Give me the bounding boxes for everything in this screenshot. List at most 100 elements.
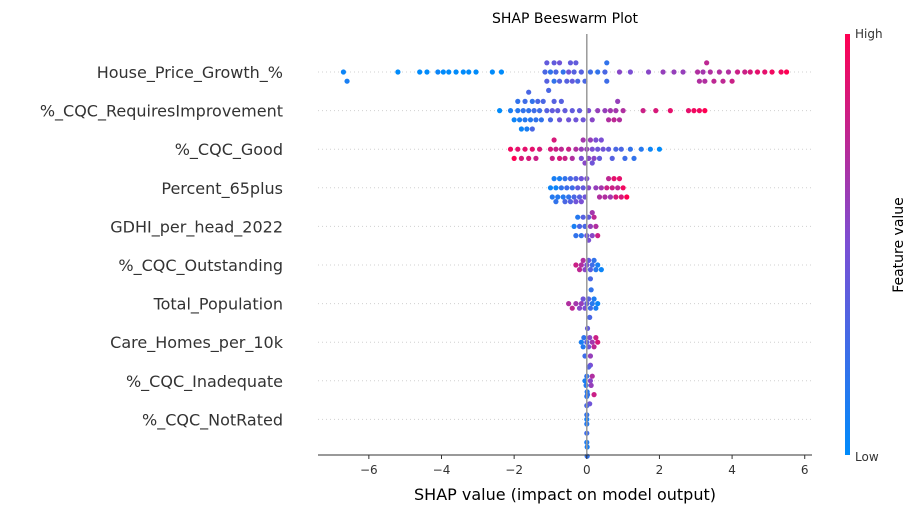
data-point (424, 69, 430, 75)
data-point (595, 69, 601, 75)
data-point (395, 69, 401, 75)
data-point (567, 60, 574, 66)
data-point (522, 98, 528, 104)
data-point (562, 176, 568, 182)
data-point (515, 146, 521, 152)
data-point (578, 176, 584, 182)
data-point (558, 185, 564, 191)
data-point (547, 117, 554, 123)
data-point (533, 155, 539, 161)
data-point (489, 69, 495, 75)
data-point (647, 146, 653, 152)
data-point (742, 69, 748, 75)
data-point (591, 155, 597, 161)
data-point (558, 146, 564, 152)
data-point (571, 69, 577, 75)
data-point (587, 353, 594, 359)
data-point (596, 155, 603, 161)
x-tick-label: −4 (433, 463, 451, 477)
data-point (615, 98, 621, 104)
data-point (498, 69, 505, 75)
feature-label: %_CQC_Inadequate (126, 372, 283, 392)
data-point (734, 69, 741, 75)
data-point (564, 185, 570, 191)
data-point (562, 155, 568, 161)
data-point (531, 108, 537, 114)
data-point (538, 117, 544, 123)
data-point (542, 69, 548, 75)
data-point (515, 98, 521, 104)
data-point (556, 117, 563, 123)
data-point (762, 69, 768, 75)
data-point (544, 78, 550, 84)
data-point (553, 199, 559, 205)
data-point (573, 262, 579, 268)
data-point (573, 233, 579, 239)
data-point (576, 194, 583, 200)
data-point (616, 176, 623, 182)
data-point (711, 78, 717, 84)
data-point (546, 87, 552, 93)
data-point (596, 194, 603, 200)
data-point (685, 108, 692, 114)
data-point (702, 78, 708, 84)
data-point (671, 69, 677, 75)
data-point (769, 69, 775, 75)
data-point (556, 60, 563, 66)
data-point (578, 233, 584, 239)
data-point (754, 69, 761, 75)
data-point (551, 176, 557, 182)
data-point (589, 117, 595, 123)
data-point (536, 146, 543, 152)
data-point (553, 185, 559, 191)
data-point (507, 108, 514, 114)
data-point (555, 194, 561, 200)
data-point (529, 98, 535, 104)
data-point (580, 344, 586, 350)
data-point (578, 339, 584, 345)
data-point (435, 69, 441, 75)
data-point (702, 108, 708, 114)
data-point (720, 78, 726, 84)
feature-label: GDHI_per_head_2022 (110, 217, 283, 237)
data-point (729, 78, 735, 84)
data-point (573, 117, 579, 123)
data-point (704, 60, 710, 66)
data-point (607, 194, 614, 200)
data-point (526, 155, 532, 161)
data-point (613, 146, 619, 152)
data-point (595, 339, 601, 345)
data-point (589, 160, 595, 166)
data-point (566, 69, 572, 75)
data-point (587, 305, 594, 311)
data-point (589, 339, 595, 345)
data-point (620, 185, 626, 191)
feature-label: %_CQC_Outstanding (118, 256, 283, 276)
data-point (622, 155, 628, 161)
data-point (600, 146, 606, 152)
chart-title: SHAP Beeswarm Plot (492, 11, 639, 27)
data-point (578, 262, 584, 268)
colorbar-title: Feature value (891, 197, 907, 293)
data-point (566, 194, 572, 200)
data-point (653, 108, 659, 114)
data-point (544, 108, 550, 114)
data-point (551, 137, 557, 143)
data-point (551, 98, 557, 104)
data-point (567, 199, 574, 205)
data-point (553, 69, 559, 75)
data-point (624, 194, 630, 200)
data-point (578, 301, 584, 307)
data-point (544, 60, 550, 66)
data-point (593, 185, 599, 191)
data-point (680, 69, 686, 75)
colorbar (845, 34, 850, 455)
data-point (540, 98, 546, 104)
data-point (575, 185, 581, 191)
data-point (566, 146, 572, 152)
data-point (551, 60, 557, 66)
data-point (616, 69, 623, 75)
data-point (589, 262, 595, 268)
x-tick-label: −2 (505, 463, 523, 477)
